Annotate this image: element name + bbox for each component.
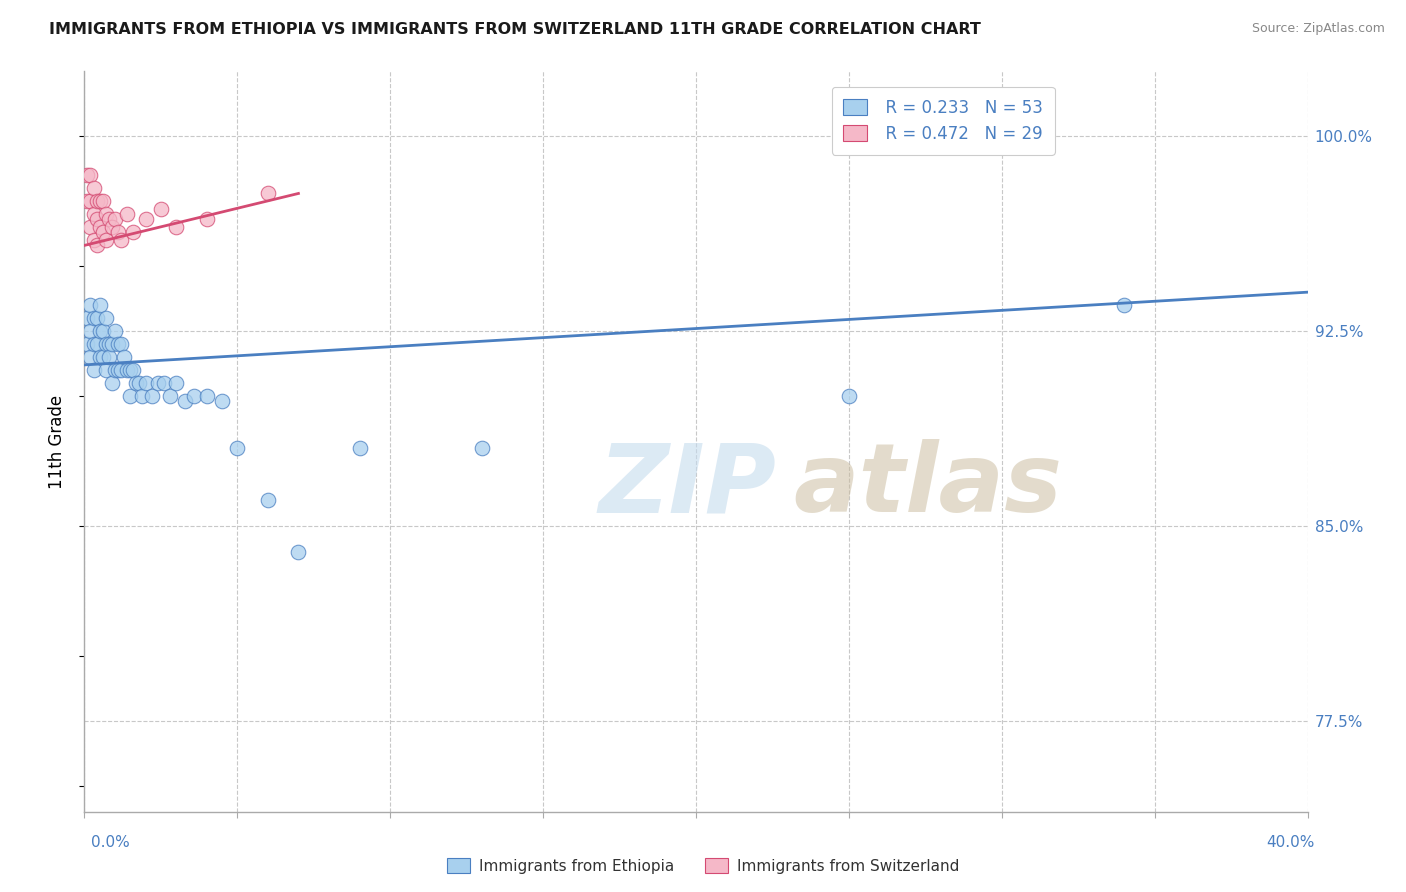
Point (89, 194, 111, 209)
Point (97, 337, 120, 351)
Point (76, 168, 98, 182)
Point (97, 350, 120, 364)
Point (110, 363, 132, 377)
Text: Source: ZipAtlas.com: Source: ZipAtlas.com (1251, 22, 1385, 36)
Point (146, 376, 169, 390)
Point (79, 350, 101, 364)
Point (79, 298, 101, 312)
Point (97, 212, 120, 227)
Point (89, 350, 111, 364)
Point (83, 207, 105, 221)
Point (89, 324, 111, 338)
Point (79, 168, 101, 182)
Point (107, 363, 129, 377)
Point (257, 493, 280, 508)
Point (104, 363, 127, 377)
Point (79, 324, 101, 338)
Point (1114, 298, 1136, 312)
Legend:   R = 0.233   N = 53,   R = 0.472   N = 29: R = 0.233 N = 53, R = 0.472 N = 29 (832, 87, 1054, 155)
Point (183, 389, 205, 403)
Point (101, 337, 124, 351)
Point (115, 363, 138, 377)
Point (104, 324, 127, 338)
Text: atlas: atlas (794, 440, 1063, 533)
Point (91, 324, 114, 338)
Point (89, 220, 111, 235)
Point (83, 181, 105, 195)
Point (91, 226, 114, 240)
Point (141, 389, 163, 403)
Point (94, 363, 117, 377)
Point (159, 389, 181, 403)
Point (165, 220, 187, 235)
Point (101, 220, 124, 235)
Point (257, 186, 280, 201)
Point (131, 389, 153, 403)
Point (83, 337, 105, 351)
Point (83, 363, 105, 377)
Point (120, 363, 142, 377)
Point (101, 376, 124, 390)
Point (838, 389, 860, 403)
Point (128, 376, 150, 390)
Y-axis label: 11th Grade: 11th Grade (48, 394, 66, 489)
Point (149, 202, 172, 216)
Point (110, 337, 132, 351)
Point (135, 376, 157, 390)
Text: 0.0%: 0.0% (91, 836, 131, 850)
Point (91, 350, 114, 364)
Point (86, 337, 108, 351)
Point (94, 337, 117, 351)
Point (226, 441, 249, 455)
Point (120, 389, 142, 403)
Point (110, 233, 132, 247)
Point (115, 207, 138, 221)
Point (122, 226, 145, 240)
Point (86, 238, 108, 252)
Legend: Immigrants from Ethiopia, Immigrants from Switzerland: Immigrants from Ethiopia, Immigrants fro… (440, 852, 966, 880)
Point (471, 441, 494, 455)
Point (76, 311, 98, 326)
Point (83, 311, 105, 326)
Text: 40.0%: 40.0% (1267, 836, 1315, 850)
Point (195, 389, 218, 403)
Point (79, 220, 101, 235)
Text: IMMIGRANTS FROM ETHIOPIA VS IMMIGRANTS FROM SWITZERLAND 11TH GRADE CORRELATION C: IMMIGRANTS FROM ETHIOPIA VS IMMIGRANTS F… (49, 22, 981, 37)
Point (94, 311, 117, 326)
Point (349, 441, 371, 455)
Point (122, 363, 145, 377)
Point (89, 298, 111, 312)
Point (91, 194, 114, 209)
Point (79, 194, 101, 209)
Point (94, 233, 117, 247)
Point (174, 394, 197, 409)
Point (104, 212, 127, 227)
Point (287, 545, 309, 559)
Point (76, 194, 98, 209)
Point (83, 233, 105, 247)
Point (112, 350, 135, 364)
Point (76, 337, 98, 351)
Point (165, 376, 187, 390)
Point (86, 194, 108, 209)
Point (195, 212, 218, 227)
Point (107, 226, 129, 240)
Point (94, 207, 117, 221)
Point (107, 337, 129, 351)
Point (86, 311, 108, 326)
Point (135, 212, 157, 227)
Point (211, 394, 233, 409)
Point (153, 376, 176, 390)
Point (86, 212, 108, 227)
Point (125, 376, 148, 390)
Text: ZIP: ZIP (598, 440, 776, 533)
